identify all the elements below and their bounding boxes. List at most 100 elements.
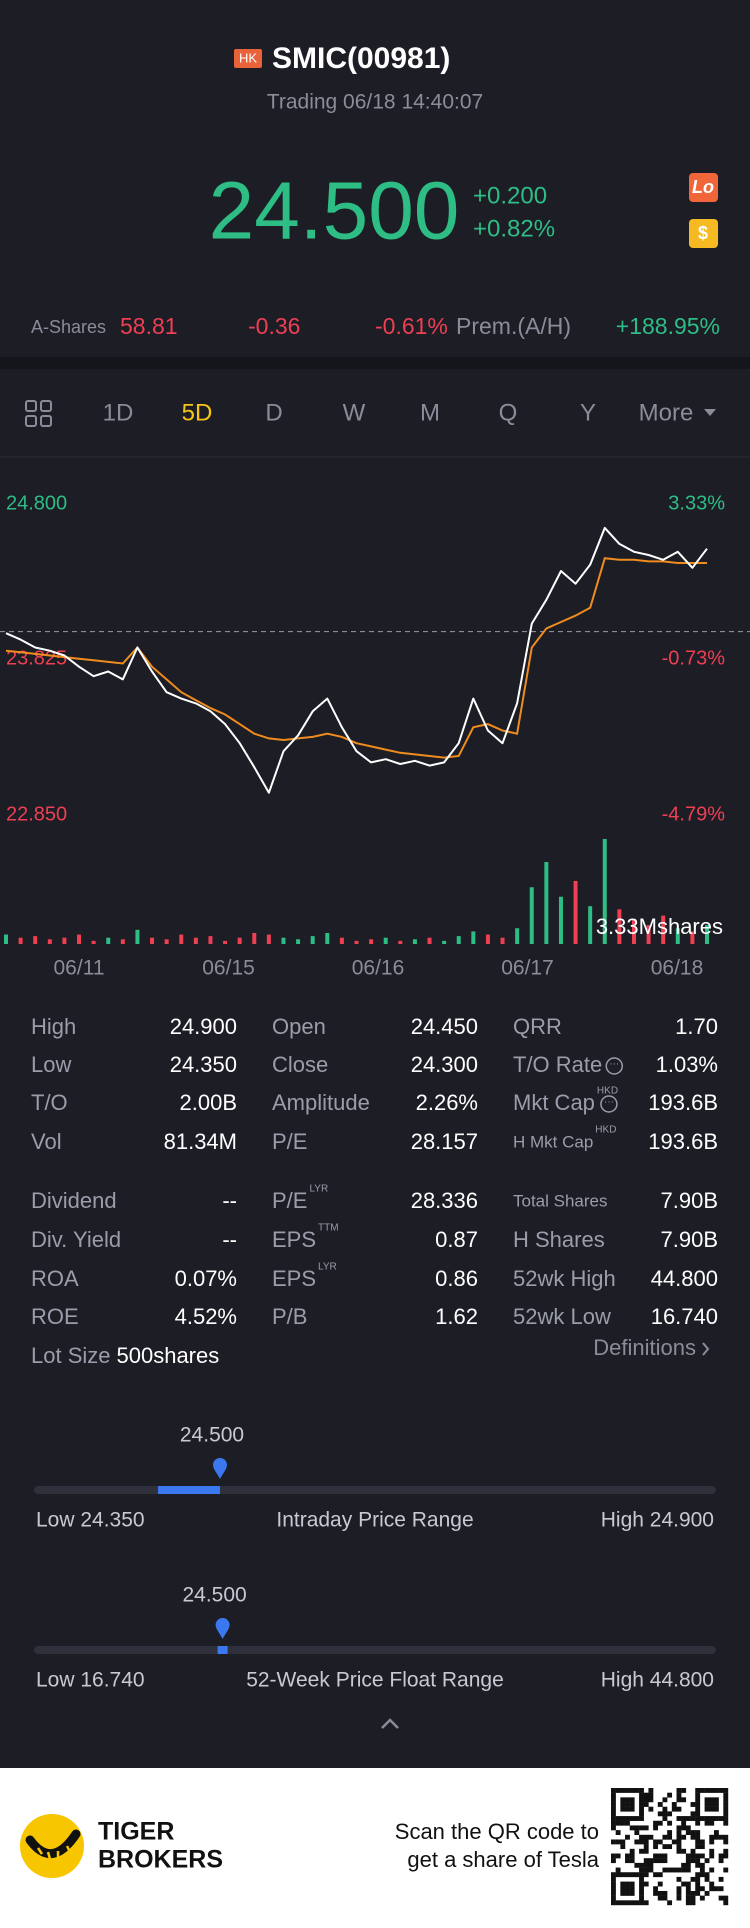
volume-bar — [705, 925, 709, 944]
qr-module — [713, 1816, 719, 1821]
qr-module — [699, 1839, 705, 1845]
qr-module — [671, 1867, 677, 1873]
qr-module — [695, 1844, 701, 1850]
qr-module — [611, 1806, 616, 1812]
qr-module — [690, 1900, 696, 1906]
volume-bar — [675, 928, 680, 944]
qr-module — [625, 1816, 630, 1821]
qr-module — [643, 1900, 649, 1906]
qr-module — [657, 1839, 663, 1845]
qr-module — [718, 1788, 724, 1793]
volume-bar — [296, 939, 301, 944]
stat-value: 28.336 — [411, 1188, 478, 1213]
stat-value: 2.00B — [180, 1090, 238, 1115]
qr-module — [723, 1816, 729, 1821]
qr-module — [695, 1834, 701, 1840]
qr-module — [629, 1890, 635, 1896]
icon-bg[interactable] — [689, 219, 718, 248]
qr-module — [643, 1872, 649, 1878]
qr-module — [667, 1867, 673, 1873]
qr-module — [699, 1788, 705, 1793]
volume-bar — [33, 936, 38, 944]
separator — [0, 357, 750, 369]
qr-module — [704, 1820, 710, 1826]
volume-bar — [150, 937, 155, 944]
qr-module — [639, 1848, 644, 1854]
qr-module — [723, 1867, 729, 1873]
qr-module — [681, 1820, 687, 1826]
qr-module — [667, 1834, 673, 1840]
pct-label: 3.33% — [668, 492, 725, 514]
range-high: High 24.900 — [601, 1509, 714, 1532]
stat-value: 2.26% — [416, 1090, 478, 1115]
qr-module — [685, 1825, 691, 1831]
qr-module — [629, 1900, 635, 1906]
stat-value: 193.6B — [648, 1129, 718, 1154]
tab[interactable]: Q — [499, 399, 518, 426]
qr-module — [625, 1834, 630, 1840]
info-icon[interactable] — [605, 1057, 623, 1075]
qr-module — [676, 1867, 682, 1873]
tab[interactable]: More — [639, 399, 694, 426]
chevron — [702, 1342, 710, 1356]
qr-module — [718, 1886, 724, 1892]
qr-module — [699, 1886, 705, 1892]
qr-module — [629, 1806, 635, 1812]
volume-bar — [4, 934, 8, 944]
qr-module — [723, 1788, 729, 1793]
icon-bg[interactable] — [689, 173, 718, 202]
info-dots: ··· — [604, 1097, 614, 1108]
qr-module — [676, 1848, 682, 1854]
a-shares-change: -0.36 — [248, 313, 300, 339]
layout-icon[interactable] — [25, 400, 52, 427]
qr-module — [713, 1806, 719, 1812]
qr-module — [639, 1825, 644, 1831]
qr-module — [615, 1816, 621, 1821]
qr-module — [611, 1876, 616, 1882]
tab[interactable]: Y — [580, 399, 596, 426]
qr-module — [611, 1900, 616, 1906]
qr-module — [709, 1867, 715, 1873]
range-fill — [158, 1486, 220, 1494]
qr-module — [657, 1811, 663, 1817]
volume-bar — [339, 937, 344, 944]
qr-module — [653, 1890, 658, 1896]
qr-module — [681, 1881, 687, 1887]
stat-label: 52wk Low — [513, 1304, 611, 1329]
qr-module — [611, 1820, 616, 1826]
qr-module — [685, 1867, 691, 1873]
qr-module — [662, 1844, 668, 1850]
qr-module — [639, 1895, 644, 1901]
qr-module — [657, 1820, 663, 1826]
info-icon[interactable] — [600, 1095, 618, 1113]
qr-module — [620, 1886, 626, 1892]
qr-module — [685, 1830, 691, 1835]
collapse-caret[interactable] — [381, 1718, 399, 1729]
volume-bar — [208, 936, 213, 944]
definitions-link[interactable]: Definitions — [593, 1335, 696, 1360]
brand: TIGER — [98, 1818, 174, 1846]
stat-label: 52wk High — [513, 1266, 616, 1291]
tab[interactable]: W — [343, 399, 366, 426]
stat-label: H Mkt Cap — [513, 1132, 593, 1151]
tab[interactable]: D — [265, 399, 282, 426]
qr-module — [662, 1853, 668, 1859]
tab[interactable]: 5D — [182, 399, 213, 426]
tab[interactable]: 1D — [103, 399, 134, 426]
range-low: Low 16.740 — [36, 1669, 145, 1692]
qr-module — [653, 1825, 658, 1831]
qr-module — [629, 1858, 635, 1864]
stat-sup: LYR — [309, 1184, 328, 1195]
qr-module — [634, 1872, 640, 1878]
qr-module — [709, 1853, 715, 1859]
x-tick-label: 06/11 — [54, 957, 105, 980]
qr-module — [699, 1872, 705, 1878]
qr-module — [704, 1872, 710, 1878]
qr-module — [648, 1792, 654, 1798]
qr-module — [639, 1797, 644, 1803]
tab[interactable]: M — [420, 399, 440, 426]
qr-module — [671, 1839, 677, 1845]
qr-module — [653, 1872, 658, 1878]
qr-module — [639, 1862, 644, 1868]
